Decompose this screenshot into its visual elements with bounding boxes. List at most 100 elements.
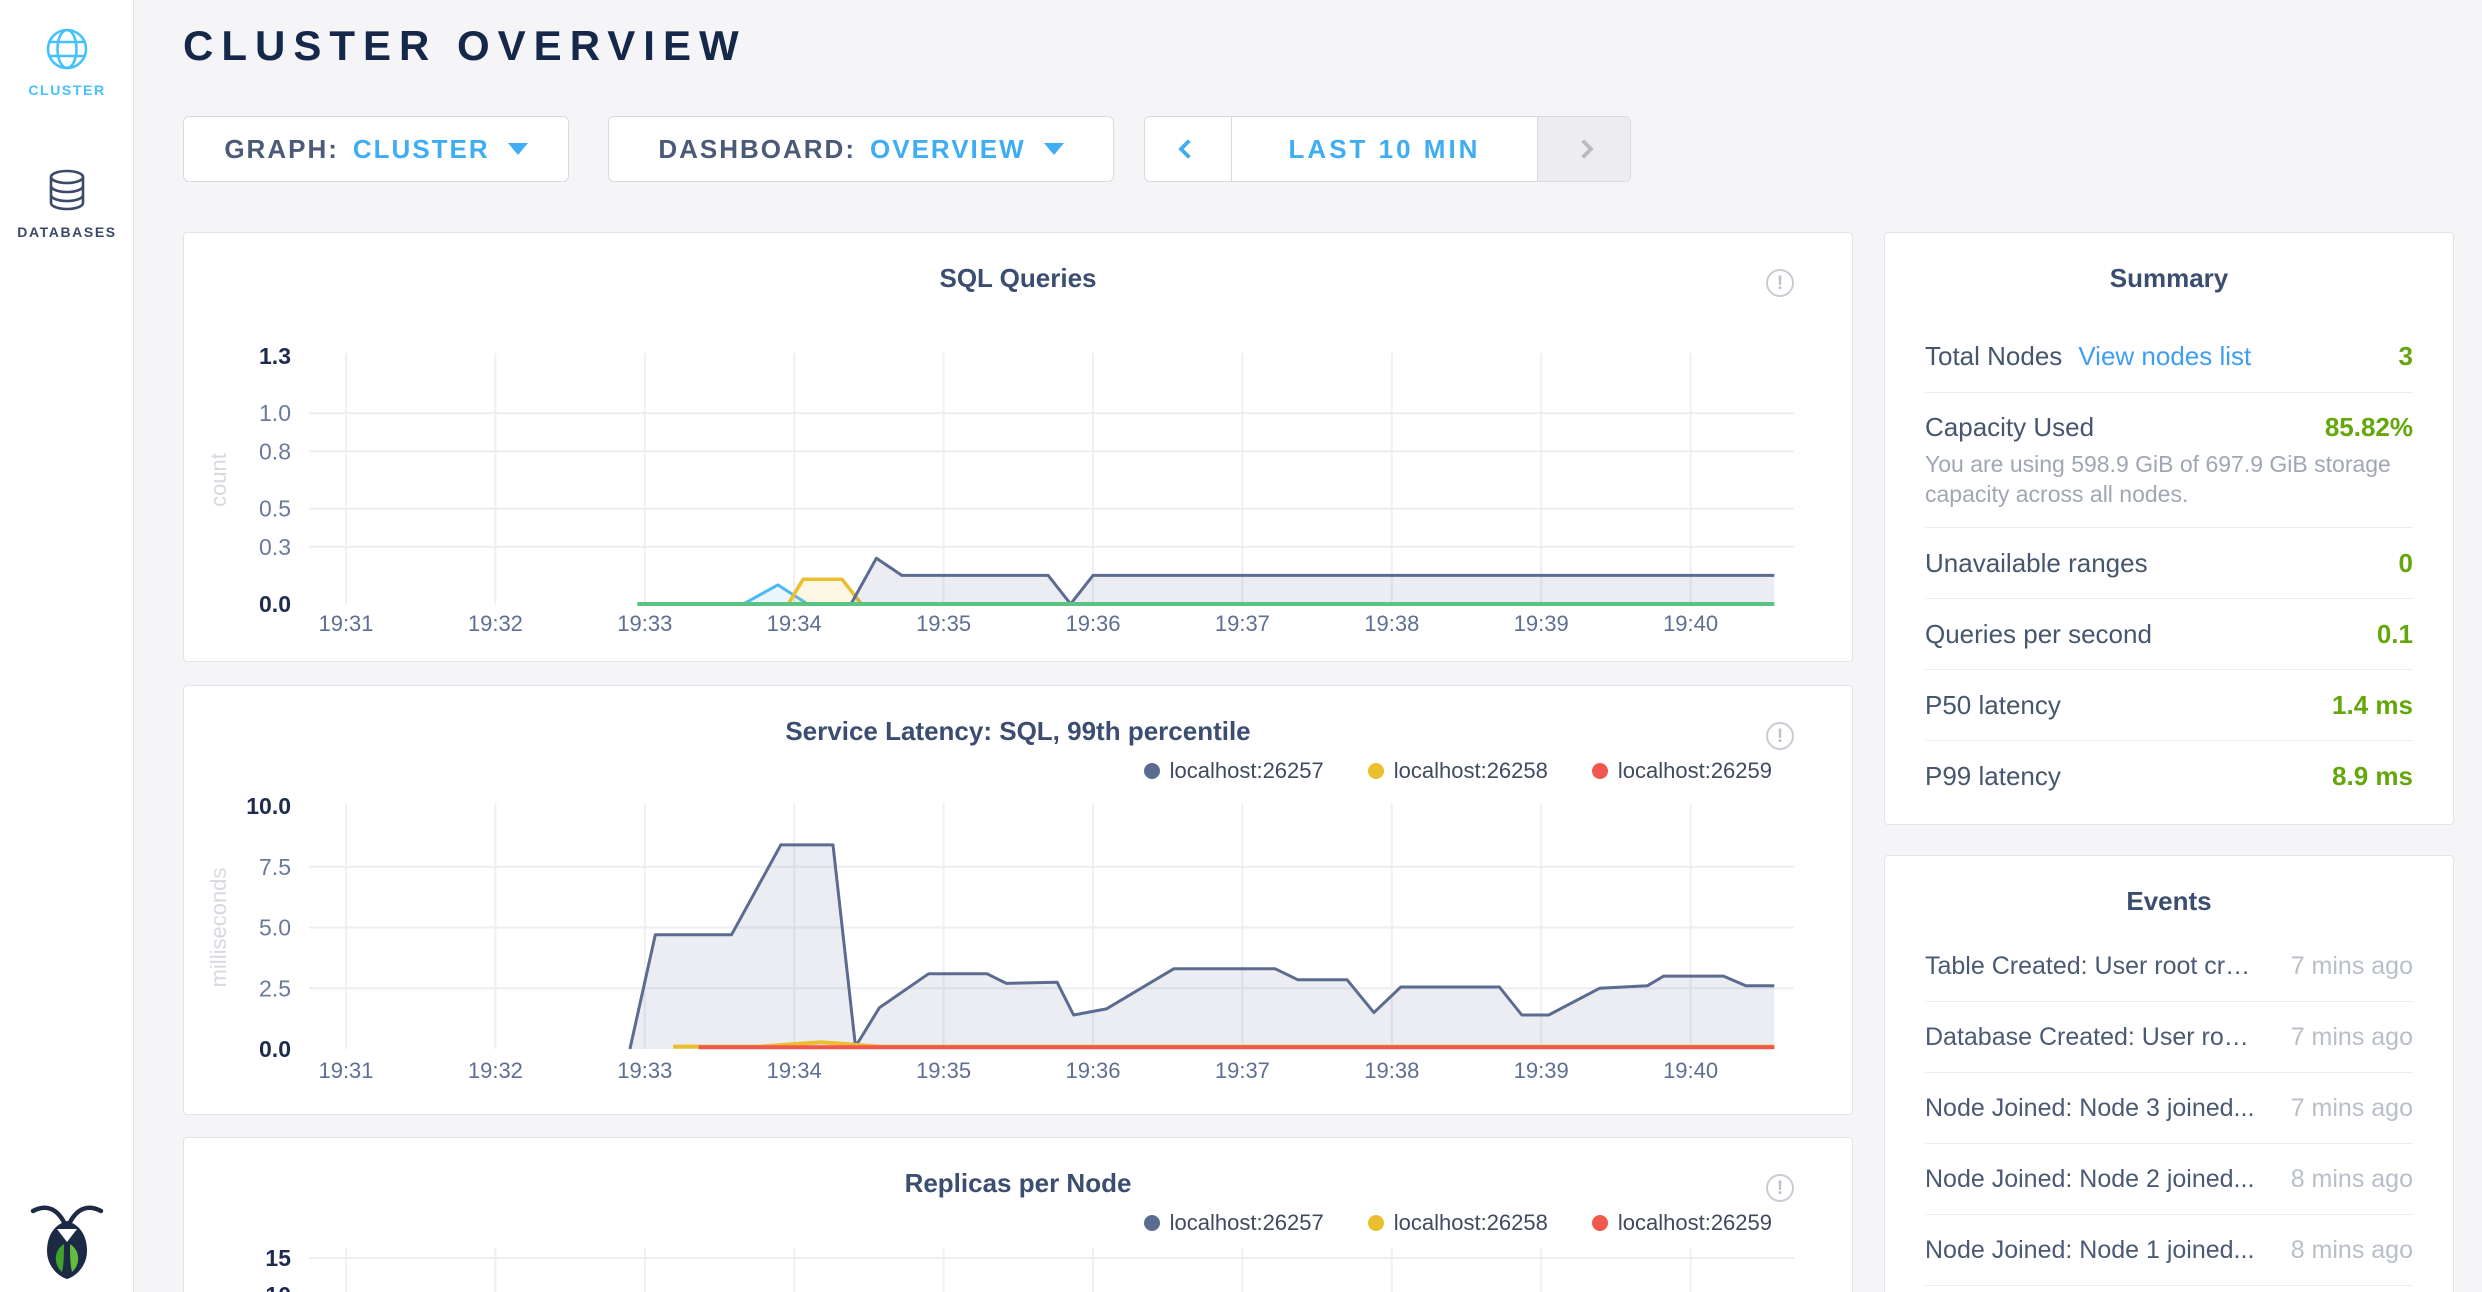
- svg-text:19:31: 19:31: [318, 1058, 373, 1083]
- summary-row: Capacity Used 85.82% You are using 598.9 G…: [1925, 392, 2413, 527]
- svg-text:2.5: 2.5: [259, 975, 291, 1001]
- graph-dropdown-label: GRAPH:: [224, 134, 339, 165]
- chart-card-replicas-per-node: Replicas per Node ! localhost:26257local…: [183, 1137, 1853, 1292]
- event-time: 8 mins ago: [2291, 1236, 2413, 1265]
- sidebar-item-label: CLUSTER: [28, 82, 105, 98]
- summary-row: Queries per second0.1: [1925, 598, 2413, 669]
- summary-row-value: 0: [2399, 548, 2413, 579]
- svg-text:0.3: 0.3: [259, 534, 291, 560]
- replicas-per-node-chart[interactable]: 1510: [184, 1138, 1854, 1292]
- capacity-note: You are using 598.9 GiB of 697.9 GiB sto…: [1925, 449, 2413, 509]
- summary-panel: Summary Total Nodes View nodes list 3 Capac…: [1884, 232, 2454, 825]
- sidebar-item-databases[interactable]: DATABASES: [0, 168, 134, 242]
- svg-text:19:31: 19:31: [318, 611, 373, 636]
- svg-text:19:33: 19:33: [617, 611, 672, 636]
- summary-row: Total Nodes View nodes list 3: [1925, 321, 2413, 392]
- dashboard-dropdown[interactable]: DASHBOARD: OVERVIEW: [608, 116, 1114, 182]
- svg-text:19:36: 19:36: [1065, 611, 1120, 636]
- time-range-control: LAST 10 MIN: [1144, 116, 1631, 182]
- sidebar: CLUSTER DATABASES: [0, 0, 134, 1292]
- page-title: CLUSTER OVERVIEW: [183, 22, 747, 70]
- svg-text:19:40: 19:40: [1663, 611, 1718, 636]
- event-text: Table Created: User root cre...: [1925, 952, 2255, 981]
- event-row[interactable]: Table Created: User root cre... 7 mins ag…: [1925, 931, 2413, 1002]
- chart-card-service-latency: Service Latency: SQL, 99th percentile ! …: [183, 685, 1853, 1115]
- summary-row-value: 8.9 ms: [2332, 761, 2413, 792]
- event-text: Node Joined: Node 2 joined...: [1925, 1165, 2254, 1194]
- svg-text:1.3: 1.3: [259, 343, 291, 369]
- database-icon: [44, 168, 90, 214]
- service-latency-chart[interactable]: 19:31 19:32 19:33 19:34 19:35 19:36 19:37 19:38…: [184, 686, 1854, 1116]
- events-rows: Table Created: User root cre... 7 mins ag…: [1925, 931, 2413, 1286]
- summary-row-label: Queries per second: [1925, 619, 2152, 650]
- svg-text:19:34: 19:34: [767, 611, 822, 636]
- svg-text:1.0: 1.0: [259, 400, 291, 426]
- event-text: Database Created: User roo...: [1925, 1023, 2255, 1052]
- svg-text:10.0: 10.0: [246, 793, 291, 819]
- summary-row-value: 3: [2399, 341, 2413, 372]
- svg-text:19:33: 19:33: [617, 1058, 672, 1083]
- event-row[interactable]: Node Joined: Node 3 joined... 7 mins ago: [1925, 1073, 2413, 1144]
- cockroachdb-logo-icon[interactable]: [26, 1198, 108, 1282]
- summary-row-label: P50 latency: [1925, 690, 2061, 721]
- time-range-selector[interactable]: LAST 10 MIN: [1232, 117, 1537, 181]
- events-panel: Events Table Created: User root cre... 7 …: [1884, 855, 2454, 1292]
- svg-text:0.0: 0.0: [259, 591, 291, 617]
- dashboard-dropdown-label: DASHBOARD:: [658, 134, 856, 165]
- summary-row: P50 latency 1.4 ms: [1925, 669, 2413, 740]
- graph-dropdown[interactable]: GRAPH: CLUSTER: [183, 116, 569, 182]
- summary-row: Unavailable ranges 0: [1925, 527, 2413, 598]
- svg-text:19:37: 19:37: [1215, 1058, 1270, 1083]
- event-time: 7 mins ago: [2291, 952, 2413, 981]
- svg-text:count: count: [206, 453, 231, 507]
- summary-row: P99 latency8.9 ms: [1925, 740, 2413, 811]
- svg-text:0.8: 0.8: [259, 438, 291, 464]
- summary-row-label: Total Nodes: [1925, 341, 2062, 372]
- sql-queries-chart[interactable]: 19:31 19:32 19:33 19:34 19:35 19:36 19:37 19:38…: [184, 233, 1854, 663]
- svg-text:0.0: 0.0: [259, 1036, 291, 1062]
- summary-row-value: 1.4 ms: [2332, 690, 2413, 721]
- svg-text:19:32: 19:32: [468, 1058, 523, 1083]
- summary-row-label: Capacity Used: [1925, 412, 2094, 443]
- summary-rows: Total Nodes View nodes list 3 Capacity Used…: [1925, 321, 2413, 811]
- event-time: 8 mins ago: [2291, 1165, 2413, 1194]
- graph-dropdown-value: CLUSTER: [353, 134, 490, 165]
- chevron-down-icon: [1044, 143, 1064, 155]
- time-range-next-button[interactable]: [1537, 117, 1630, 181]
- svg-text:19:38: 19:38: [1364, 1058, 1419, 1083]
- event-row[interactable]: Database Created: User roo... 7 mins ago: [1925, 1002, 2413, 1073]
- event-time: 7 mins ago: [2291, 1023, 2413, 1052]
- view-nodes-list-link[interactable]: View nodes list: [2078, 341, 2251, 372]
- time-range-prev-button[interactable]: [1145, 117, 1232, 181]
- svg-text:19:32: 19:32: [468, 611, 523, 636]
- svg-text:19:36: 19:36: [1065, 1058, 1120, 1083]
- svg-text:19:38: 19:38: [1364, 611, 1419, 636]
- sidebar-item-label: DATABASES: [17, 224, 116, 240]
- event-row[interactable]: Node Joined: Node 1 joined... 8 mins ago: [1925, 1215, 2413, 1286]
- event-time: 7 mins ago: [2291, 1094, 2413, 1123]
- event-text: Node Joined: Node 3 joined...: [1925, 1094, 2254, 1123]
- svg-text:19:40: 19:40: [1663, 1058, 1718, 1083]
- svg-text:10: 10: [265, 1282, 291, 1292]
- svg-text:19:39: 19:39: [1514, 1058, 1569, 1083]
- event-row[interactable]: Node Joined: Node 2 joined... 8 mins ago: [1925, 1144, 2413, 1215]
- summary-row-label: Unavailable ranges: [1925, 548, 2148, 579]
- event-text: Node Joined: Node 1 joined...: [1925, 1236, 2254, 1265]
- summary-row-value: 85.82%: [2325, 412, 2413, 443]
- svg-text:19:35: 19:35: [916, 1058, 971, 1083]
- dashboard-dropdown-value: OVERVIEW: [870, 134, 1026, 165]
- svg-text:0.5: 0.5: [259, 496, 291, 522]
- svg-text:19:37: 19:37: [1215, 611, 1270, 636]
- globe-icon: [44, 26, 90, 72]
- svg-text:5.0: 5.0: [259, 915, 291, 941]
- svg-text:19:34: 19:34: [767, 1058, 822, 1083]
- svg-text:milliseconds: milliseconds: [206, 868, 231, 988]
- svg-text:19:35: 19:35: [916, 611, 971, 636]
- summary-title: Summary: [1885, 263, 2453, 294]
- chevron-left-icon: [1178, 139, 1198, 159]
- chevron-right-icon: [1574, 139, 1594, 159]
- chart-card-sql-queries: SQL Queries ! 19:3119:3219:3319:3419:351…: [183, 232, 1853, 662]
- sidebar-item-cluster[interactable]: CLUSTER: [0, 26, 134, 100]
- chevron-down-icon: [508, 143, 528, 155]
- events-title: Events: [1885, 886, 2453, 917]
